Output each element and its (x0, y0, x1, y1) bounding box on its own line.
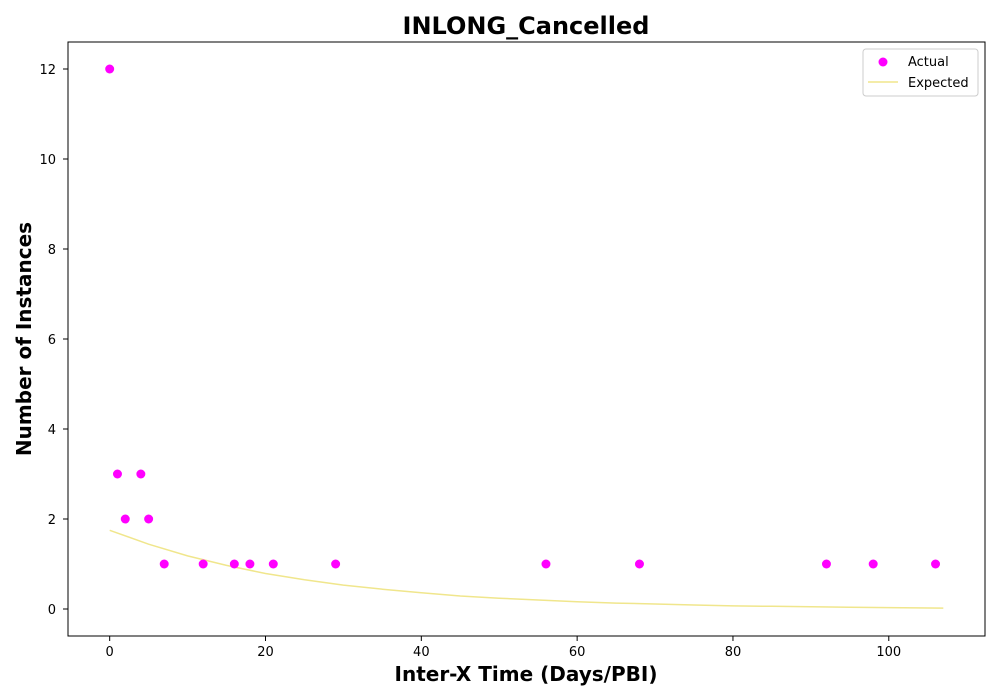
y-tick-label: 4 (48, 423, 56, 438)
actual-point (821, 559, 831, 569)
actual-series (105, 64, 941, 569)
actual-point (268, 559, 278, 569)
actual-point (144, 514, 154, 524)
y-tick-label: 12 (39, 63, 56, 78)
actual-point (931, 559, 941, 569)
chart-title: INLONG_Cancelled (403, 12, 650, 40)
actual-point (634, 559, 644, 569)
plot-area-frame (67, 41, 986, 637)
x-axis: 0 20 40 60 80 100 (106, 636, 901, 660)
x-tick-label: 80 (725, 645, 742, 660)
actual-point (198, 559, 208, 569)
actual-point (105, 64, 115, 74)
expected-series (109, 529, 944, 609)
legend-label-actual: Actual (908, 55, 949, 70)
actual-point (541, 559, 551, 569)
actual-point (159, 559, 169, 569)
x-tick-label: 0 (106, 645, 114, 660)
y-tick-label: 0 (48, 603, 56, 618)
y-tick-label: 10 (39, 153, 56, 168)
x-tick-label: 100 (876, 645, 901, 660)
x-tick-label: 20 (257, 645, 274, 660)
legend-marker-actual (878, 57, 888, 67)
x-tick-label: 60 (569, 645, 586, 660)
legend-label-expected: Expected (908, 76, 969, 91)
legend: Actual Expected (862, 48, 979, 97)
legend-box (862, 48, 979, 97)
x-axis-label: Inter-X Time (Days/PBI) (395, 662, 658, 686)
y-tick-label: 8 (48, 243, 56, 258)
actual-point (136, 469, 146, 479)
y-axis: 0 2 4 6 8 10 12 (39, 63, 68, 618)
actual-point (112, 469, 122, 479)
y-tick-label: 2 (48, 513, 56, 528)
actual-point (331, 559, 341, 569)
actual-point (229, 559, 239, 569)
expected-line (109, 529, 944, 609)
actual-point (120, 514, 130, 524)
actual-point (868, 559, 878, 569)
actual-point (245, 559, 255, 569)
y-tick-label: 6 (48, 333, 56, 348)
x-tick-label: 40 (413, 645, 430, 660)
y-axis-label: Number of Instances (12, 222, 36, 456)
